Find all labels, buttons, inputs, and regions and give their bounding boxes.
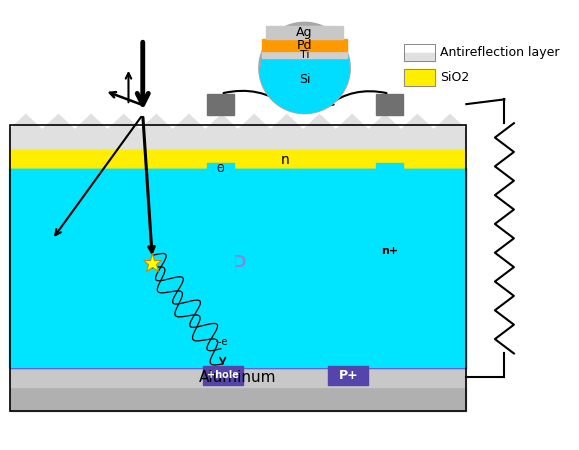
Bar [405, 44, 435, 61]
Polygon shape [9, 387, 466, 410]
Text: n: n [281, 153, 290, 167]
Text: Θ: Θ [217, 164, 225, 174]
Text: Ag: Ag [296, 26, 313, 39]
Polygon shape [9, 368, 466, 387]
Text: ·-e: ·-e [215, 337, 227, 347]
Polygon shape [261, 58, 349, 68]
Text: Si: Si [299, 73, 310, 86]
Polygon shape [9, 168, 466, 368]
Polygon shape [266, 26, 343, 40]
Polygon shape [376, 163, 402, 339]
Polygon shape [328, 366, 368, 385]
Polygon shape [9, 115, 466, 149]
Polygon shape [376, 94, 402, 115]
Bar [9, 125, 466, 410]
Polygon shape [405, 53, 435, 61]
Polygon shape [262, 51, 347, 58]
Text: SiO2: SiO2 [439, 71, 469, 84]
Circle shape [259, 22, 350, 114]
Wedge shape [260, 68, 349, 112]
Text: P: P [229, 254, 246, 282]
Polygon shape [9, 134, 466, 168]
Text: Aluminum: Aluminum [199, 370, 277, 385]
Polygon shape [207, 163, 234, 349]
Bar [405, 69, 435, 86]
Text: +hole: +hole [207, 370, 239, 380]
Polygon shape [262, 40, 347, 51]
Text: Pd: Pd [297, 39, 312, 52]
Polygon shape [405, 44, 435, 53]
Polygon shape [405, 69, 435, 86]
Text: Antireflection layer: Antireflection layer [439, 46, 559, 59]
Text: P+: P+ [339, 369, 358, 382]
Polygon shape [207, 94, 234, 115]
Text: n+: n+ [380, 246, 398, 256]
Polygon shape [9, 153, 466, 368]
Text: Ti: Ti [300, 50, 309, 60]
Polygon shape [203, 366, 243, 385]
